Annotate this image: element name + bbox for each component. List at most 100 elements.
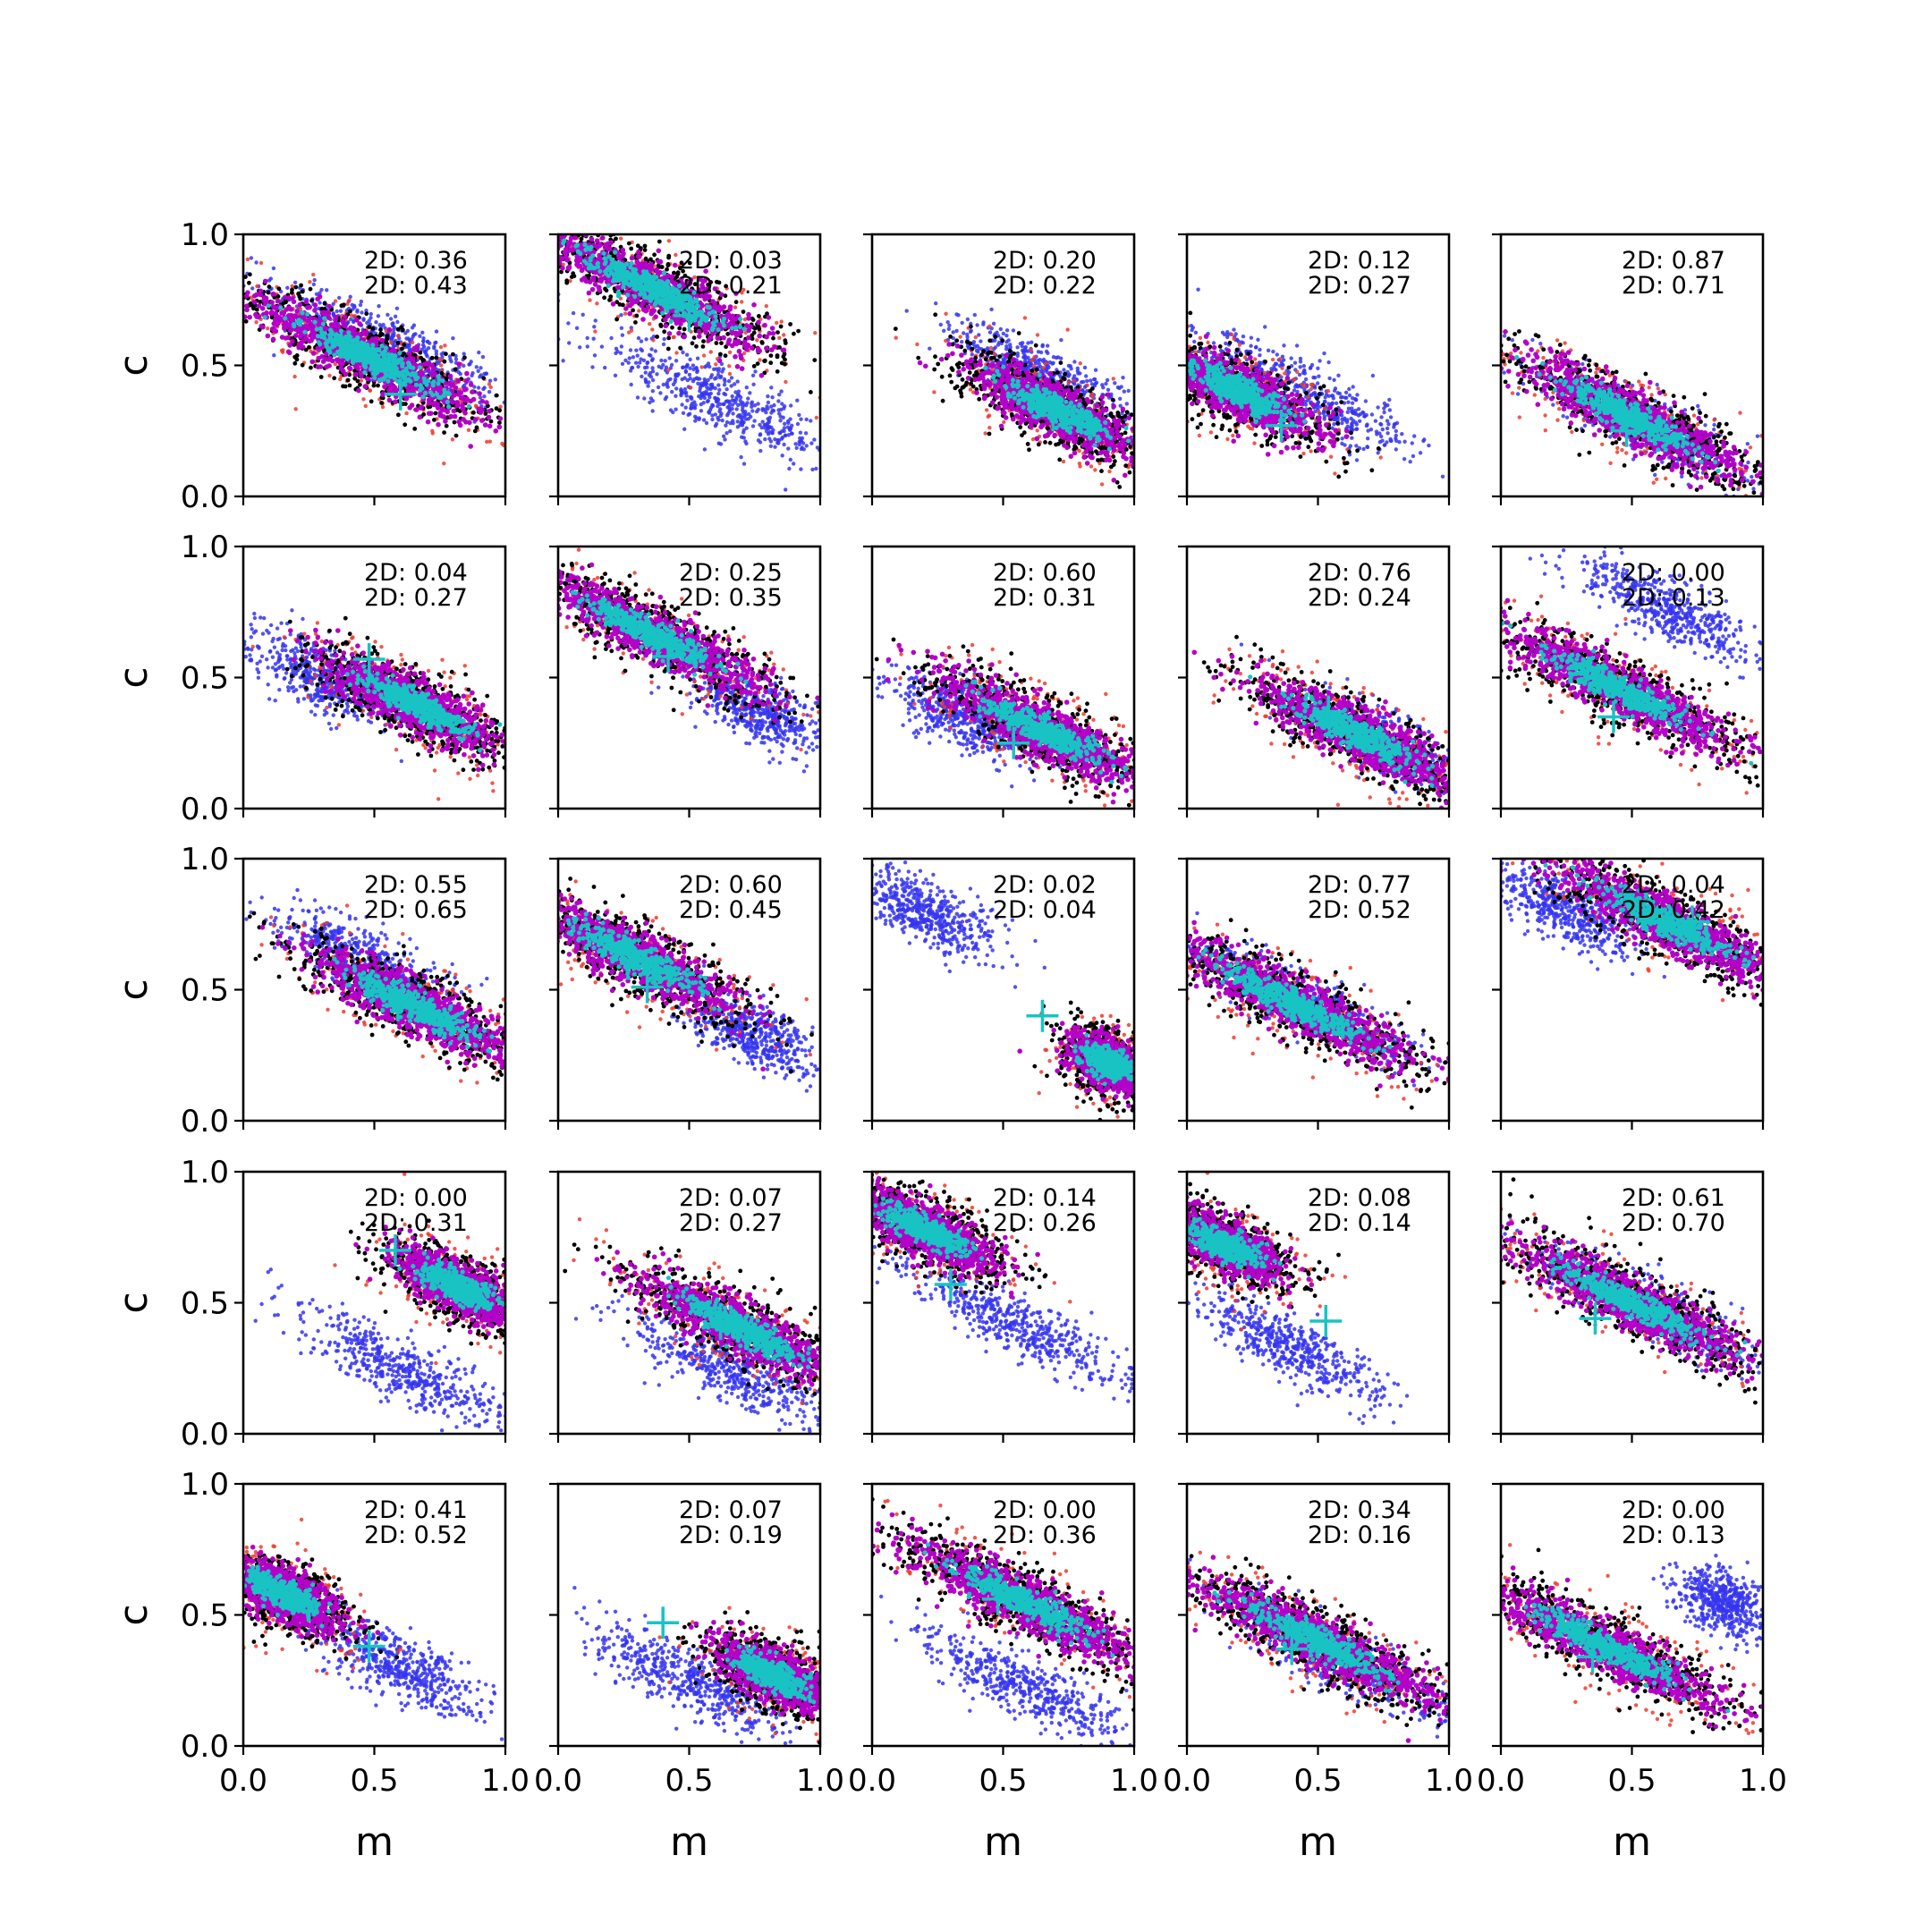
- core-region-point: [422, 377, 427, 381]
- sample-a-cloud-point: [747, 417, 750, 420]
- middle-region-point: [438, 413, 444, 419]
- sample-a-cloud-point: [312, 283, 316, 286]
- outer-region-point: [346, 378, 351, 383]
- middle-region-point: [462, 387, 468, 393]
- middle-region-point: [343, 314, 348, 319]
- sample-a-cloud-point: [719, 442, 723, 445]
- middle-region-point: [287, 343, 292, 348]
- sample-a-cloud-point: [735, 407, 739, 411]
- middle-region-point: [284, 307, 289, 312]
- middle-region-point: [494, 428, 499, 434]
- outer-region-point: [678, 346, 682, 351]
- core-region-point: [386, 379, 390, 384]
- middle-region-point: [764, 346, 769, 352]
- sample-a-cloud-point: [769, 439, 773, 443]
- middle-region-point: [325, 364, 330, 369]
- sample-a-cloud-point: [680, 402, 683, 406]
- sample-a-cloud-point: [799, 418, 802, 421]
- outer-region-point: [691, 341, 695, 345]
- sample-a-cloud-point: [272, 267, 275, 270]
- sample-a-cloud-point: [378, 323, 382, 326]
- middle-region-point: [363, 384, 369, 389]
- sample-a-cloud-point: [418, 335, 421, 338]
- middle-region-point: [635, 259, 640, 265]
- core-region-point: [438, 395, 443, 400]
- sample-b-cloud-point: [709, 350, 713, 353]
- sample-a-cloud-point: [451, 336, 454, 340]
- middle-region-point: [285, 335, 291, 341]
- middle-region-point: [418, 415, 423, 420]
- core-region-point: [348, 354, 352, 359]
- sample-a-cloud-point: [799, 431, 802, 435]
- sample-a-cloud-point: [663, 337, 666, 341]
- middle-region-point: [321, 359, 326, 364]
- sample-a-cloud-point: [797, 413, 801, 417]
- outer-region-point: [812, 358, 817, 362]
- sample-a-cloud-point: [708, 365, 711, 369]
- sample-a-cloud-point: [741, 401, 744, 404]
- sample-a-cloud-point: [365, 321, 369, 325]
- middle-region-point: [382, 384, 387, 389]
- outer-region-point: [267, 284, 272, 289]
- sample-a-cloud-point: [360, 300, 363, 303]
- sample-a-cloud-point: [572, 311, 575, 315]
- core-region-point: [379, 343, 384, 348]
- middle-region-point: [757, 334, 762, 339]
- outer-region-point: [809, 390, 813, 394]
- outer-region-point: [244, 319, 249, 324]
- outer-region-point: [682, 327, 687, 332]
- sample-a-cloud-point: [440, 352, 444, 356]
- sample-a-cloud-point: [761, 419, 765, 423]
- middle-region-point: [461, 395, 466, 401]
- middle-region-point: [312, 308, 318, 313]
- sample-a-cloud-point: [448, 358, 452, 361]
- outer-region-point: [666, 263, 671, 267]
- sample-a-cloud-point: [250, 286, 254, 290]
- outer-region-point: [364, 311, 369, 316]
- sample-a-cloud-point: [682, 411, 685, 415]
- middle-region-point: [611, 301, 616, 307]
- middle-region-point: [304, 300, 309, 305]
- outer-region-point: [348, 384, 352, 388]
- sample-a-cloud-point: [758, 449, 762, 453]
- sample-a-cloud-point: [325, 288, 328, 292]
- sample-a-cloud-point: [755, 410, 758, 413]
- middle-region-point: [580, 277, 585, 283]
- outer-region-point: [421, 412, 426, 417]
- sample-a-cloud-point: [730, 407, 733, 411]
- sample-a-cloud-point: [766, 421, 769, 425]
- outer-region-point: [378, 327, 383, 332]
- sample-a-cloud-point: [636, 395, 640, 399]
- sample-b-cloud-point: [308, 280, 311, 284]
- sample-a-cloud-point: [487, 390, 491, 394]
- sample-b-cloud-point: [327, 374, 331, 377]
- outer-region-point: [443, 360, 447, 364]
- middle-region-point: [712, 304, 717, 309]
- sample-a-cloud-point: [352, 304, 356, 308]
- sample-a-cloud-point: [639, 357, 642, 360]
- sample-a-cloud-point: [724, 387, 728, 391]
- sample-a-cloud-point: [787, 433, 791, 436]
- sample-a-cloud-point: [600, 344, 604, 348]
- middle-region-point: [632, 299, 638, 304]
- sample-a-cloud-point: [727, 379, 731, 383]
- sample-a-cloud-point: [628, 356, 631, 360]
- sample-a-cloud-point: [795, 399, 799, 402]
- middle-region-point: [498, 416, 504, 421]
- sample-a-cloud-point: [637, 336, 640, 340]
- sample-b-cloud-point: [443, 343, 446, 347]
- sample-a-cloud-point: [810, 468, 814, 471]
- middle-region-point: [433, 401, 438, 406]
- outer-region-point: [734, 300, 739, 304]
- outer-region-point: [783, 352, 787, 357]
- outer-region-point: [343, 385, 348, 389]
- outer-region-point: [369, 399, 374, 403]
- sample-b-cloud-point: [345, 302, 349, 306]
- outer-region-point: [760, 341, 765, 345]
- core-region-point: [713, 314, 717, 318]
- middle-region-point: [657, 249, 662, 254]
- sample-a-cloud-point: [741, 420, 745, 424]
- sample-a-cloud-point: [716, 404, 719, 408]
- sample-a-cloud-point: [722, 367, 725, 370]
- middle-region-point: [471, 397, 477, 402]
